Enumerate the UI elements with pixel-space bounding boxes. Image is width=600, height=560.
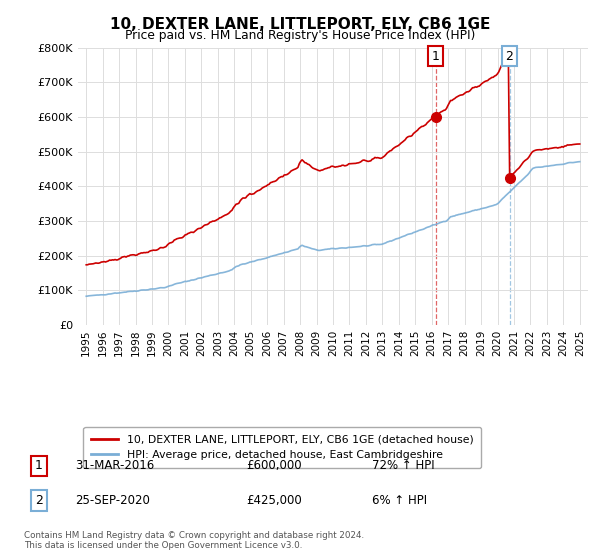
- Legend: 10, DEXTER LANE, LITTLEPORT, ELY, CB6 1GE (detached house), HPI: Average price, : 10, DEXTER LANE, LITTLEPORT, ELY, CB6 1G…: [83, 427, 481, 468]
- Text: Contains HM Land Registry data © Crown copyright and database right 2024.
This d: Contains HM Land Registry data © Crown c…: [24, 530, 364, 550]
- Text: 1: 1: [432, 50, 440, 63]
- Text: 6% ↑ HPI: 6% ↑ HPI: [372, 494, 427, 507]
- Text: 10, DEXTER LANE, LITTLEPORT, ELY, CB6 1GE: 10, DEXTER LANE, LITTLEPORT, ELY, CB6 1G…: [110, 17, 490, 32]
- Text: £600,000: £600,000: [246, 459, 302, 473]
- Text: 1: 1: [35, 459, 43, 473]
- Text: Price paid vs. HM Land Registry's House Price Index (HPI): Price paid vs. HM Land Registry's House …: [125, 29, 475, 42]
- Text: 2: 2: [35, 494, 43, 507]
- Text: £425,000: £425,000: [246, 494, 302, 507]
- Text: 25-SEP-2020: 25-SEP-2020: [75, 494, 150, 507]
- Text: 31-MAR-2016: 31-MAR-2016: [75, 459, 154, 473]
- Text: 72% ↑ HPI: 72% ↑ HPI: [372, 459, 434, 473]
- Text: 2: 2: [506, 50, 514, 63]
